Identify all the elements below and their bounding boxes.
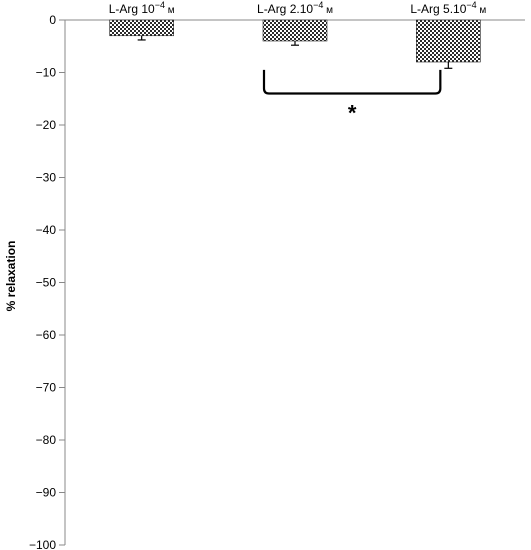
- category-labels: L-Arg 10−4 м L-Arg 2.10−4 м L-Arg 5.10−4 м: [109, 0, 487, 16]
- category-label: L-Arg 10−4 м: [109, 0, 175, 16]
- y-tick-label: −80: [36, 433, 57, 447]
- significance-star: *: [348, 101, 357, 126]
- error-bars: [137, 35, 453, 69]
- y-tick-label: −50: [36, 276, 57, 290]
- category-label: L-Arg 2.10−4 м: [257, 0, 333, 16]
- y-tick-label: −90: [36, 486, 57, 500]
- y-tick-label: −100: [29, 538, 56, 550]
- y-tick-label: −40: [36, 223, 57, 237]
- y-tick-label: −70: [36, 381, 57, 395]
- bar: [109, 19, 174, 37]
- y-tick-label: 0: [49, 13, 56, 27]
- bars: [109, 19, 481, 63]
- y-axis: 0 −10 −20 −30 −40 −50 −60 −70 −80 −90 −100: [29, 13, 525, 550]
- significance-bracket: [262, 69, 442, 95]
- y-tick-label: −10: [36, 66, 57, 80]
- category-label: L-Arg 5.10−4 м: [410, 0, 486, 16]
- y-axis-title: % relaxation: [4, 241, 18, 312]
- bar: [262, 19, 328, 42]
- y-tick-label: −30: [36, 171, 57, 185]
- y-tick-label: −20: [36, 118, 57, 132]
- y-tick-label: −60: [36, 328, 57, 342]
- significance-annotation: *: [262, 69, 442, 126]
- bar: [416, 19, 481, 63]
